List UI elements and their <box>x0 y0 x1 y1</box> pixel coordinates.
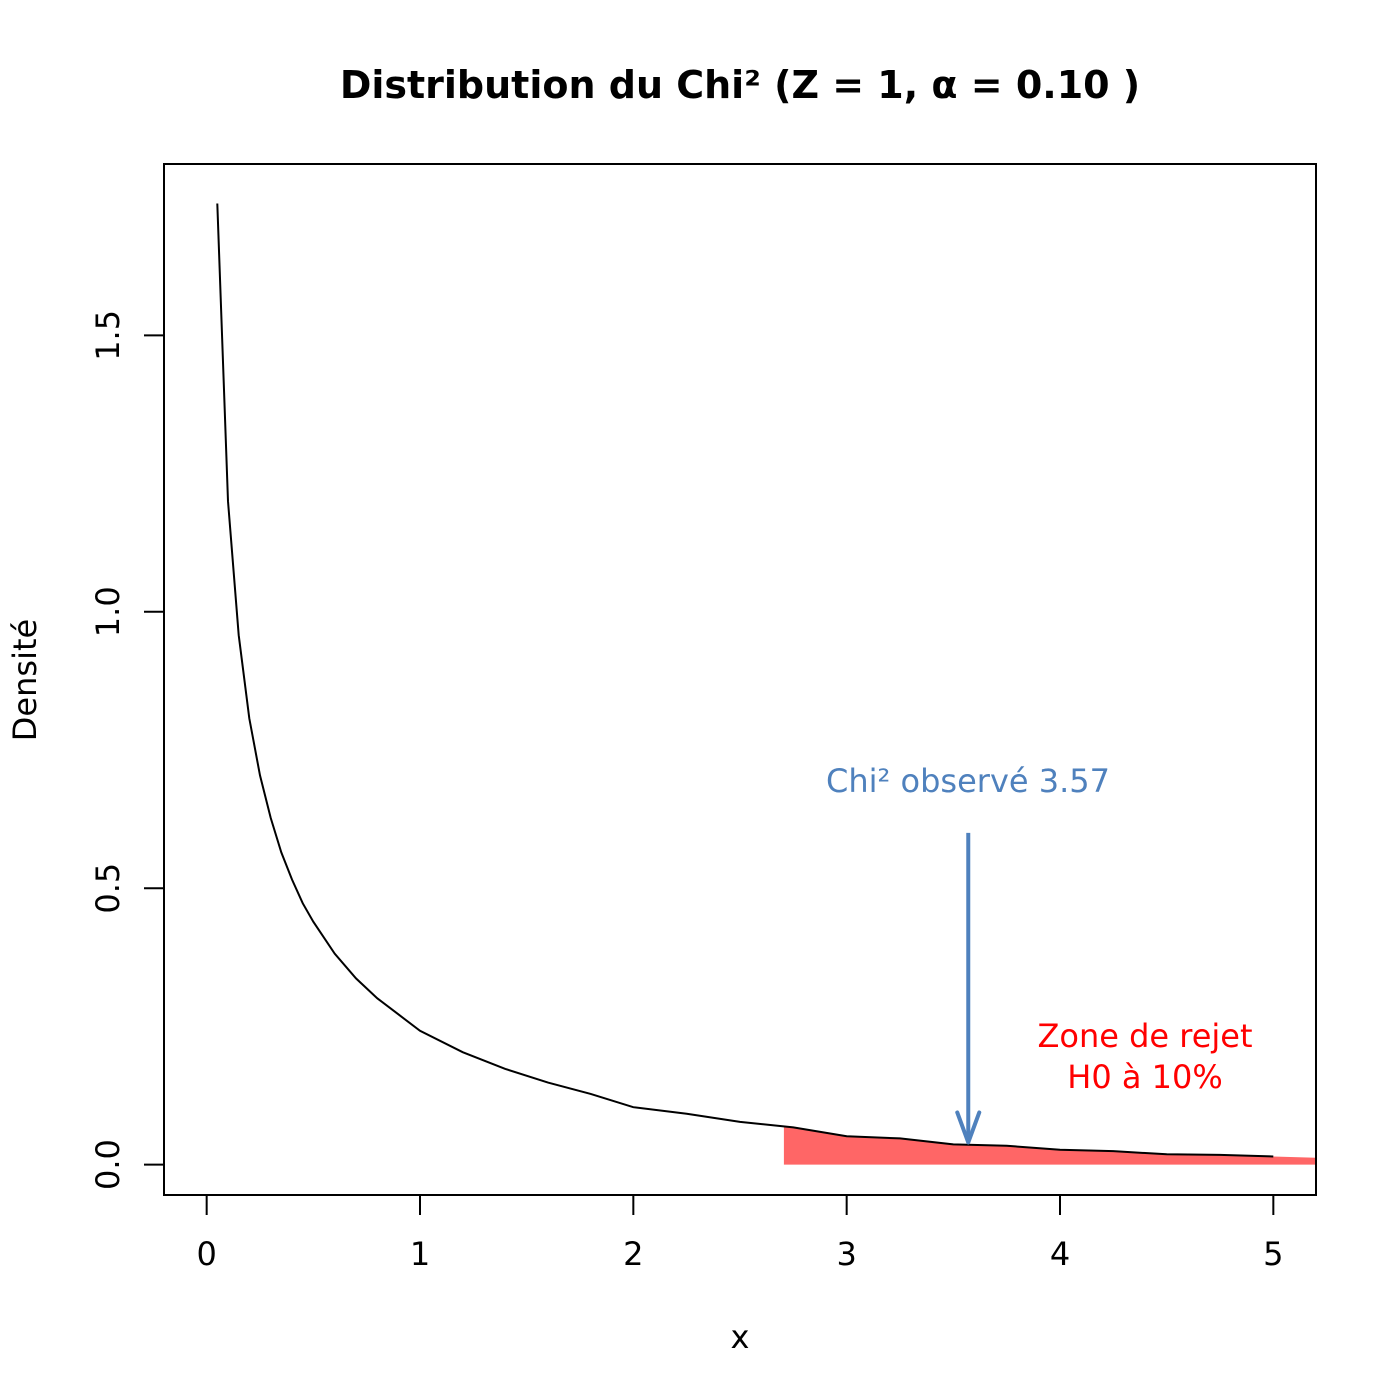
x-axis-title: x <box>731 1318 750 1356</box>
rejection-zone-area <box>783 1126 1316 1165</box>
y-axis: 0.0 0.5 1.0 1.5 <box>89 310 165 1190</box>
rejection-zone-label-line1: Zone de rejet <box>1037 1017 1252 1055</box>
x-tick-label: 0 <box>196 1235 216 1273</box>
x-axis: 0 1 2 3 4 5 <box>196 1194 1284 1273</box>
observed-arrow-layer <box>955 832 982 1145</box>
y-tick-label: 1.5 <box>89 310 127 361</box>
x-tick-label: 3 <box>836 1235 856 1273</box>
observed-arrow-head <box>955 1110 982 1145</box>
rejection-zone-label-line2: H0 à 10% <box>1067 1058 1223 1096</box>
observed-label: Chi² observé 3.57 <box>826 762 1110 800</box>
density-curve-layer <box>216 203 1274 1158</box>
x-tick-label: 2 <box>623 1235 643 1273</box>
y-tick-label: 0.5 <box>89 863 127 914</box>
x-tick-label: 4 <box>1050 1235 1070 1273</box>
chart-title: Distribution du Chi² (Z = 1, α = 0.10 ) <box>340 63 1140 107</box>
rejection-zone-layer <box>783 1126 1316 1165</box>
density-curve <box>216 203 1274 1158</box>
x-tick-label: 1 <box>410 1235 430 1273</box>
x-tick-label: 5 <box>1263 1235 1283 1273</box>
y-axis-title: Densité <box>6 619 44 741</box>
y-tick-label: 1.0 <box>89 586 127 637</box>
y-tick-label: 0.0 <box>89 1139 127 1190</box>
